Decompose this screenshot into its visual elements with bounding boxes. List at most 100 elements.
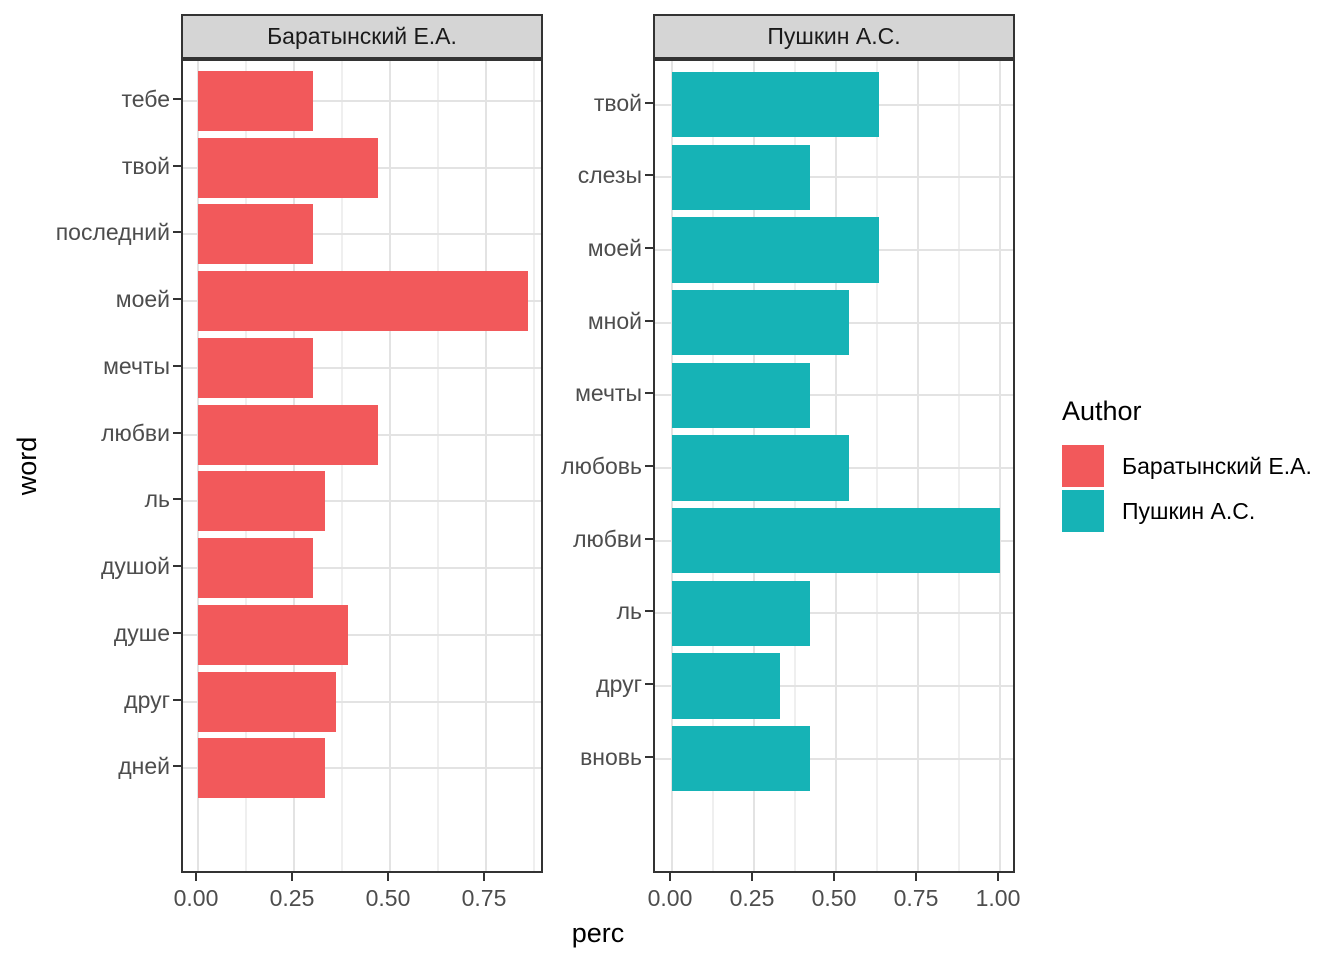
gridline-major-h [655,757,1013,760]
facet-strip-baratynsky: Баратынский Е.А. [181,14,543,59]
gridline-major-h [183,633,541,636]
bar-слезы [672,144,810,210]
facet-strip-pushkin-label: Пушкин А.С. [767,23,901,49]
x-tick-label: 0.00 [647,885,693,911]
y-tick [173,98,181,101]
x-tick-label: 0.50 [811,885,857,911]
y-tick-label: любви [573,525,642,552]
legend-swatch-pushkin [1062,490,1104,532]
gridline-major-h [183,100,541,103]
x-tick-label: 0.75 [893,885,939,911]
y-tick-label: моей [115,286,170,313]
y-tick-label: твой [593,89,642,116]
x-tick [195,873,197,881]
y-tick [645,537,653,540]
y-tick [645,246,653,249]
y-tick [173,231,181,234]
y-tick-label: друг [596,671,642,698]
gridline-major-v [999,61,1001,871]
gridline-major-h [655,685,1013,688]
gridline-minor-v [958,61,960,871]
y-tick-label: последний [55,219,170,246]
x-tick [915,873,917,881]
y-tick [173,765,181,768]
x-tick-label: 0.25 [269,885,315,911]
gridline-major-h [183,500,541,503]
legend-swatch-baratynsky [1062,445,1104,487]
legend-label-baratynsky: Баратынский Е.А. [1122,453,1312,479]
y-tick [645,465,653,467]
plot-panel-pushkin [653,59,1015,873]
bar-душой [198,538,314,599]
y-tick [645,174,653,177]
bar-ль [672,580,810,647]
gridline-minor-v [876,61,878,871]
y-tick [645,610,653,613]
bar-тебе [198,71,314,132]
bar-любви [672,507,1000,574]
x-tick-label: 0.00 [173,885,219,911]
x-tick-label: 1.00 [975,885,1021,911]
bar-мечты [672,362,810,429]
x-tick [669,873,671,881]
y-tick [173,698,181,701]
x-tick [751,873,753,881]
bar-друг [198,671,337,732]
gridline-minor-v [245,61,247,871]
bar-друг [672,653,781,719]
bar-любовь [672,435,850,501]
y-tick-label: друг [124,686,170,713]
bar-моей [672,217,879,283]
gridline-major-h [183,567,541,570]
gridline-major-h [655,612,1013,615]
y-tick-label: ль [616,598,642,625]
bar-моей [198,271,529,332]
x-tick [483,873,485,881]
bar-дней [198,738,325,799]
gridline-minor-v [533,61,535,871]
gridline-major-v [293,61,295,871]
gridline-major-v [485,61,487,871]
plot-panel-baratynsky [181,59,543,873]
gridline-major-h [183,767,541,770]
y-tick [173,631,181,634]
y-tick-label: любовь [561,453,642,479]
y-tick [645,755,653,758]
x-tick [833,873,835,881]
x-tick [291,873,293,881]
x-tick [387,873,389,881]
gridline-major-v [197,61,199,871]
gridline-minor-v [437,61,439,871]
y-tick-label: любви [101,419,170,446]
y-tick [173,364,181,367]
bar-твой [672,71,879,138]
y-tick [173,498,181,501]
y-tick-label: твой [121,152,170,179]
bar-последний [198,204,314,265]
y-tick [173,565,181,568]
y-tick [645,319,653,322]
y-tick-label: моей [587,234,642,261]
gridline-minor-v [341,61,343,871]
y-axis-title: word [12,436,42,496]
bar-вновь [672,726,810,792]
x-tick-label: 0.50 [365,885,411,911]
y-tick-label: тебе [121,86,170,113]
bar-мечты [198,337,314,398]
x-tick [997,873,999,881]
y-tick [645,683,653,686]
y-tick [173,298,181,301]
y-tick-label: мечты [575,380,642,407]
gridline-major-h [183,366,541,369]
x-axis-title: perc [571,918,625,948]
facet-strip-pushkin: Пушкин А.С. [653,14,1015,59]
bar-ль [198,471,325,532]
gridline-major-h [655,176,1013,179]
gridline-major-h [183,233,541,236]
y-tick [645,392,653,395]
x-tick-label: 0.75 [461,885,507,911]
x-tick-label: 0.25 [729,885,775,911]
y-tick-label: душе [113,619,170,646]
y-tick [173,431,181,434]
y-tick-label: дней [118,753,170,780]
